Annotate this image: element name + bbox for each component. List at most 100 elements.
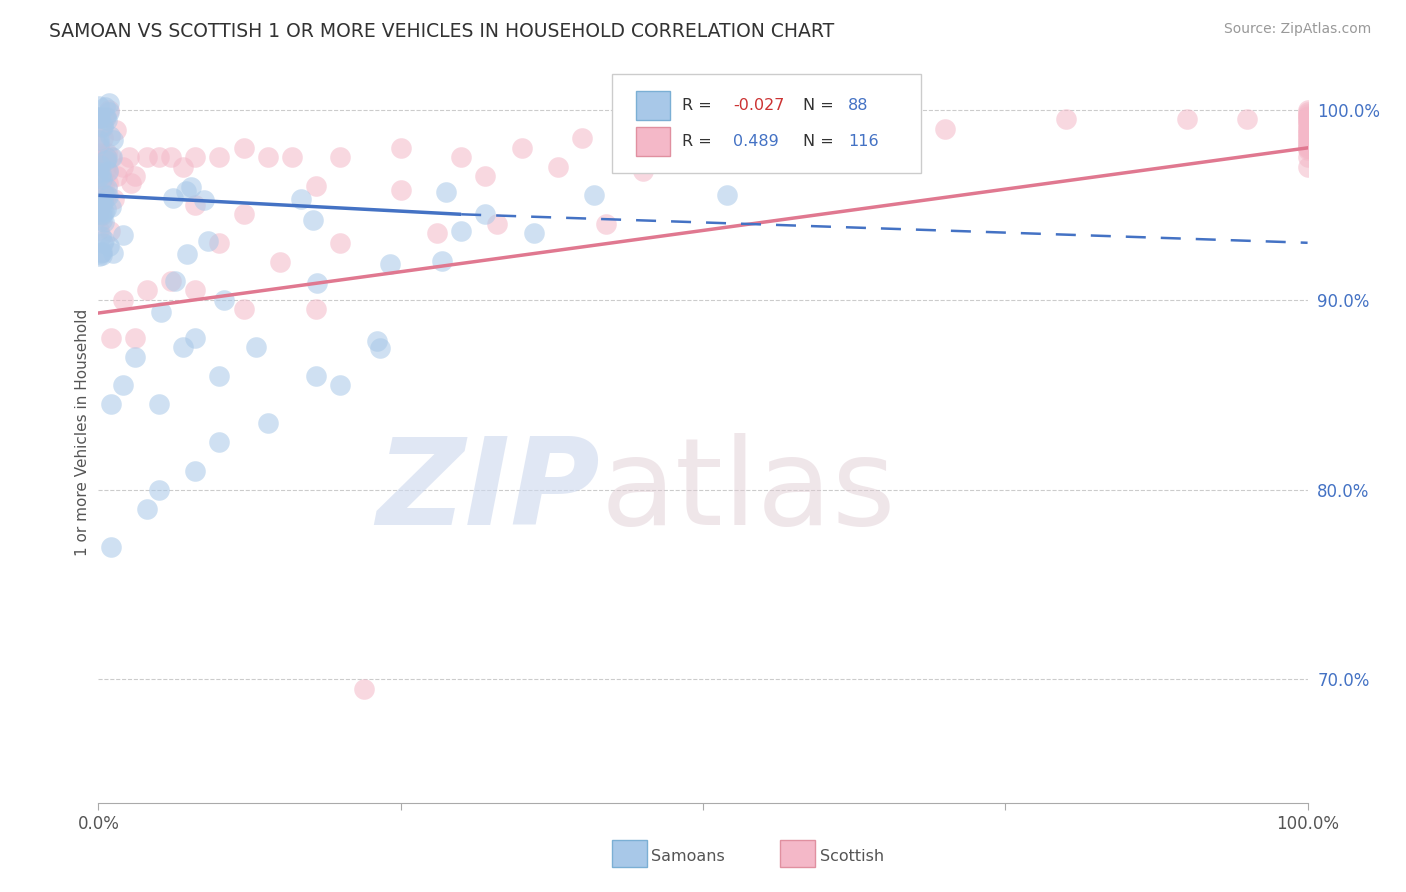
Point [269,254,291,268]
Point [91,194,114,209]
Point [486,217,509,231]
Point [547,160,569,174]
Point [432,253,454,268]
Point [90,246,112,260]
Point [329,378,352,392]
Point [97,189,120,203]
Point [90,145,112,160]
Point [111,378,134,392]
Point [100,397,122,411]
Point [180,180,202,194]
Point [111,293,134,307]
Point [450,150,472,164]
Point [1296,141,1319,155]
Point [98,129,121,144]
Point [103,133,125,147]
Point [89,249,111,263]
Point [571,131,593,145]
Point [1175,112,1198,127]
Point [90,196,112,211]
Point [93,233,115,247]
Point [100,331,122,345]
Point [94,202,117,216]
Point [208,150,231,164]
Text: Samoans: Samoans [651,849,724,863]
Point [1296,135,1319,149]
Point [101,151,124,165]
Point [135,150,157,164]
Point [329,235,352,250]
Point [87,165,110,179]
Point [90,179,112,194]
Point [89,192,111,206]
Point [1296,137,1319,152]
Point [1296,131,1319,145]
Point [160,274,183,288]
Text: atlas: atlas [600,434,896,550]
Point [100,200,122,214]
Point [90,208,112,222]
Point [1054,112,1077,127]
Point [176,184,198,198]
Point [124,331,146,345]
Bar [637,91,671,120]
Point [256,416,278,430]
Point [184,464,207,478]
Point [97,238,120,252]
FancyBboxPatch shape [613,73,921,173]
Point [184,198,207,212]
Point [256,150,278,164]
Point [87,190,110,204]
Point [163,274,186,288]
Point [1296,133,1319,147]
Point [176,247,198,261]
Point [631,163,654,178]
Point [1296,126,1319,140]
Point [90,202,112,216]
Point [184,150,207,164]
Point [90,157,112,171]
Point [93,236,115,251]
Point [100,540,122,554]
Point [873,156,896,170]
Point [208,435,231,450]
Point [752,150,775,164]
Point [301,213,323,227]
Point [101,245,124,260]
Point [1296,103,1319,117]
Point [716,188,738,202]
Point [1296,104,1319,119]
Point [124,350,146,364]
Point [148,397,170,411]
Point [1296,150,1319,164]
Point [89,138,111,153]
Point [98,224,121,238]
Point [232,141,254,155]
Point [523,227,546,241]
Point [232,302,254,317]
Point [184,331,207,345]
Point [934,121,956,136]
Point [1296,121,1319,136]
Point [90,120,112,135]
Point [94,162,117,177]
Text: SAMOAN VS SCOTTISH 1 OR MORE VEHICLES IN HOUSEHOLD CORRELATION CHART: SAMOAN VS SCOTTISH 1 OR MORE VEHICLES IN… [49,22,834,41]
Point [97,104,120,119]
Point [290,192,312,206]
Point [87,112,110,126]
Point [1296,129,1319,144]
Point [281,150,304,164]
Point [378,257,401,271]
Text: R =: R = [682,98,717,113]
Point [124,169,146,184]
Point [87,111,110,125]
Point [96,181,118,195]
Point [90,199,112,213]
Point [148,483,170,497]
Point [813,121,835,136]
Text: ZIP: ZIP [377,434,600,550]
Point [172,160,194,174]
Point [197,234,219,248]
Point [1296,121,1319,136]
Point [120,176,142,190]
